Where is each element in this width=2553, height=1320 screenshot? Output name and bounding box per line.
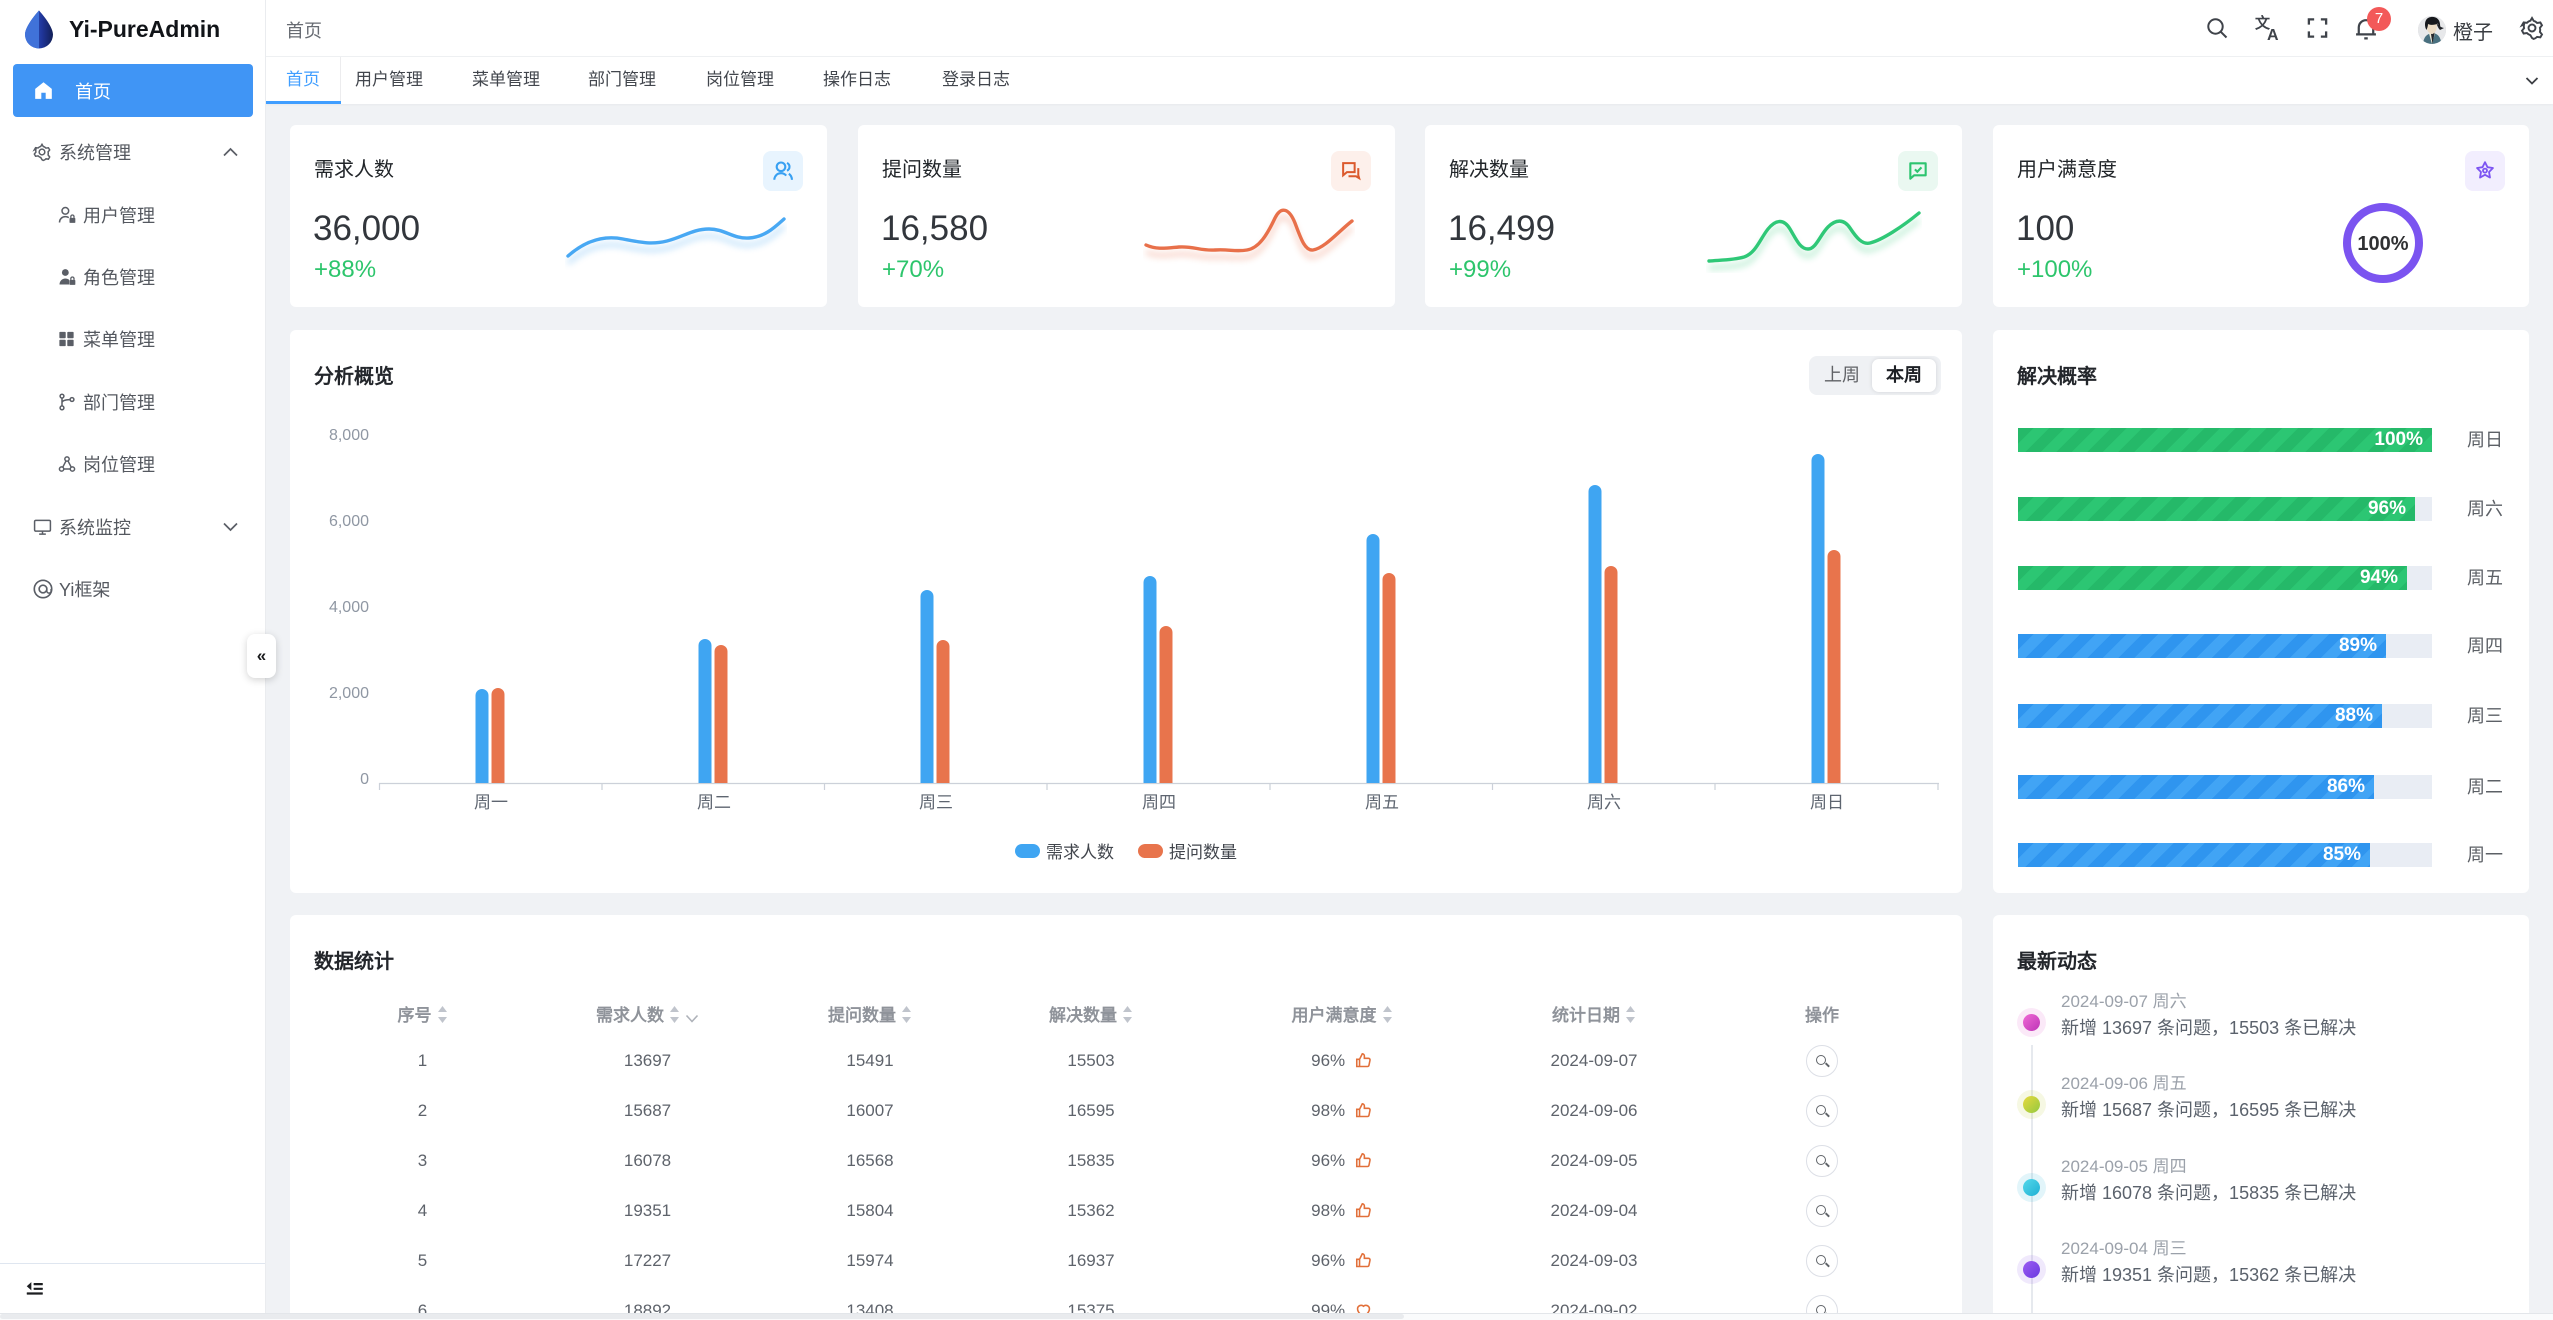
svg-text:6,000: 6,000	[329, 513, 369, 530]
svg-text:周三: 周三	[919, 793, 953, 812]
svg-text:100%: 100%	[2357, 233, 2408, 255]
svg-text:0: 0	[360, 771, 369, 788]
svg-text:8,000: 8,000	[329, 427, 369, 444]
svg-text:周五: 周五	[1365, 793, 1399, 812]
svg-text:文: 文	[2255, 15, 2271, 32]
svg-text:4,000: 4,000	[329, 599, 369, 616]
svg-text:周六: 周六	[1587, 793, 1621, 812]
svg-text:提问数量: 提问数量	[1169, 843, 1237, 862]
svg-text:周二: 周二	[697, 793, 731, 812]
svg-text:周一: 周一	[474, 793, 508, 812]
svg-text:需求人数: 需求人数	[1046, 843, 1114, 862]
svg-text:周四: 周四	[1142, 793, 1176, 812]
svg-text:周日: 周日	[1810, 793, 1844, 812]
svg-text:A: A	[2267, 27, 2279, 41]
svg-text:2,000: 2,000	[329, 685, 369, 702]
